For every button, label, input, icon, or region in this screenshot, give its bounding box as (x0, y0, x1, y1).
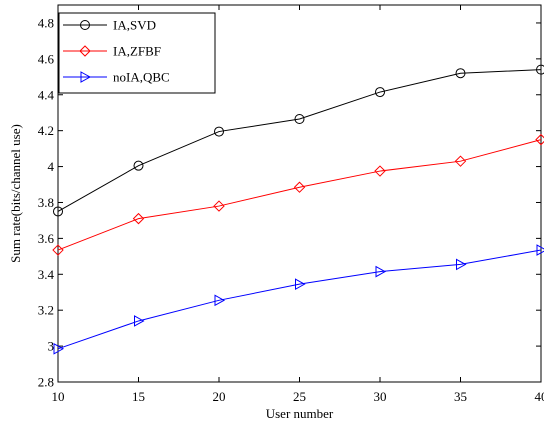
data-point (80, 20, 90, 30)
series-line (57, 69, 542, 212)
data-point (295, 278, 306, 291)
data-point (134, 315, 145, 327)
x-tick-label: 10 (52, 389, 65, 404)
data-point (214, 126, 224, 137)
y-tick-label: 3.4 (38, 267, 55, 282)
series-layer (52, 64, 544, 355)
y-tick-label: 3.8 (38, 195, 54, 210)
data-point (535, 133, 544, 146)
data-point (293, 181, 306, 193)
y-tick-label: 4.6 (38, 51, 55, 66)
legend-label: IA,ZFBF (113, 44, 161, 59)
y-tick-label: 3.2 (38, 303, 54, 318)
series-noIA,QBC (53, 244, 544, 355)
x-tick-label: 25 (293, 389, 306, 404)
x-tick-label: 15 (132, 389, 145, 404)
x-tick-label: 40 (535, 389, 544, 404)
ticks-layer: 10 15 20 25 30 35 40 2.8 3 3.2 3.4 3.6 3.8 4 4.2 4.4 4.6… (38, 5, 544, 404)
x-tick-label: 35 (454, 389, 467, 404)
data-point (456, 258, 467, 271)
y-tick-label: 2.8 (38, 375, 54, 390)
x-tick-label: 30 (374, 389, 387, 404)
x-tick-label: 20 (213, 389, 226, 404)
data-point (536, 244, 544, 256)
x-axis-title: User number (266, 406, 334, 421)
y-tick-label: 4.8 (38, 15, 54, 30)
data-point (213, 200, 225, 212)
data-point (53, 342, 65, 355)
y-axis-title: Sum rate(bits/channel use) (8, 124, 23, 263)
legend-label: IA,SVD (113, 18, 156, 33)
data-point (80, 71, 92, 83)
series-line (57, 249, 542, 350)
data-point (133, 160, 144, 171)
y-tick-label: 4.2 (38, 123, 54, 138)
data-point (374, 165, 386, 177)
series-IA,ZFBF (52, 133, 544, 256)
series-line (57, 139, 542, 251)
legend: IA,SVD IA,ZFBF noIA,QBC (58, 12, 216, 94)
data-point (132, 212, 145, 225)
y-tick-label: 4.4 (38, 87, 55, 102)
data-point (375, 265, 387, 278)
y-tick-label: 3 (48, 339, 55, 354)
data-point (79, 45, 91, 57)
data-point (536, 64, 544, 75)
data-point (454, 155, 467, 167)
legend-label: noIA,QBC (113, 70, 170, 85)
data-point (294, 113, 305, 124)
data-point (52, 244, 64, 256)
y-tick-label: 3.6 (38, 231, 55, 246)
y-tick-label: 4 (48, 159, 55, 174)
series-IA,SVD (53, 64, 544, 217)
data-point (375, 87, 385, 98)
data-point (53, 206, 63, 217)
data-point (455, 68, 466, 79)
data-point (214, 294, 226, 307)
